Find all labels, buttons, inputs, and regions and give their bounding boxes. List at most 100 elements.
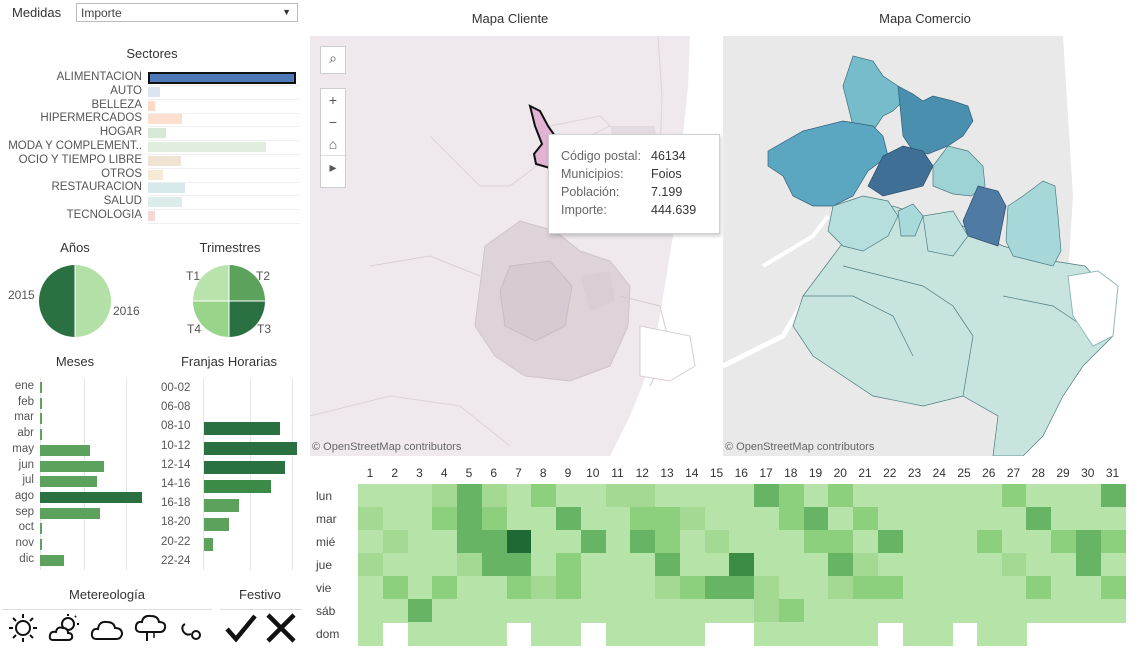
- heatmap-cell[interactable]: [754, 622, 780, 646]
- heatmap-cell[interactable]: [778, 553, 804, 577]
- heatmap-cell[interactable]: [927, 553, 953, 577]
- sector-row[interactable]: MODA Y COMPLEMENT..: [0, 140, 300, 154]
- heatmap-cell[interactable]: [778, 622, 804, 646]
- heatmap-cell[interactable]: [1026, 530, 1052, 554]
- sector-bar[interactable]: [148, 128, 166, 139]
- heatmap-cell[interactable]: [382, 484, 408, 508]
- mes-bar[interactable]: [40, 397, 43, 409]
- osm-attribution-comercio[interactable]: © OpenStreetMap contributors: [725, 441, 875, 453]
- heatmap-cell[interactable]: [729, 576, 755, 600]
- sector-bar[interactable]: [148, 142, 267, 152]
- heatmap-cell[interactable]: [457, 553, 483, 577]
- heatmap-cell[interactable]: [1001, 530, 1027, 554]
- heatmap-cell[interactable]: [432, 507, 458, 531]
- heatmap-cell[interactable]: [481, 622, 507, 646]
- heatmap-cell[interactable]: [531, 576, 557, 600]
- mes-bar[interactable]: [40, 539, 43, 550]
- heatmap-cell[interactable]: [853, 622, 879, 646]
- sun-icon[interactable]: [6, 612, 40, 644]
- heatmap-cell[interactable]: [877, 507, 903, 531]
- heatmap-cell[interactable]: [729, 507, 755, 531]
- sector-bar[interactable]: [148, 155, 181, 166]
- heatmap-cell[interactable]: [630, 484, 656, 508]
- heatmap-cell[interactable]: [531, 599, 557, 623]
- franja-bar[interactable]: [204, 499, 240, 513]
- heatmap-cell[interactable]: [754, 530, 780, 554]
- heatmap-cell[interactable]: [531, 484, 557, 508]
- heatmap-cell[interactable]: [457, 599, 483, 623]
- heatmap-cell[interactable]: [828, 530, 854, 554]
- heatmap-cell[interactable]: [1026, 484, 1052, 508]
- sector-row[interactable]: RESTAURACION: [0, 181, 300, 195]
- heatmap-cell[interactable]: [580, 576, 606, 600]
- heatmap-cell[interactable]: [407, 484, 433, 508]
- heatmap-cell[interactable]: [630, 507, 656, 531]
- heatmap-cell[interactable]: [655, 622, 681, 646]
- heatmap-cell[interactable]: [655, 553, 681, 577]
- heatmap-cell[interactable]: [630, 553, 656, 577]
- franja-bar[interactable]: [204, 422, 281, 436]
- mes-bar[interactable]: [40, 507, 101, 519]
- heatmap-cell[interactable]: [803, 484, 829, 508]
- mapa-cliente[interactable]: [310, 36, 715, 456]
- heatmap-cell[interactable]: [506, 553, 532, 577]
- heatmap-cell[interactable]: [976, 599, 1002, 623]
- heatmap-cell[interactable]: [976, 507, 1002, 531]
- heatmap-cell[interactable]: [828, 622, 854, 646]
- franja-bar[interactable]: [204, 460, 285, 474]
- sector-bar[interactable]: [148, 211, 156, 221]
- heatmap-cell[interactable]: [407, 622, 433, 646]
- heatmap-cell[interactable]: [952, 576, 978, 600]
- heatmap-cell[interactable]: [407, 530, 433, 554]
- heatmap-cell[interactable]: [432, 530, 458, 554]
- sector-row[interactable]: HIPERMERCADOS: [0, 112, 300, 126]
- heatmap-cell[interactable]: [580, 599, 606, 623]
- heatmap-cell[interactable]: [358, 622, 384, 646]
- sector-row[interactable]: OTROS: [0, 168, 300, 182]
- heatmap-cell[interactable]: [952, 599, 978, 623]
- heatmap-cell[interactable]: [655, 484, 681, 508]
- heatmap-cell[interactable]: [556, 622, 582, 646]
- heatmap-cell[interactable]: [531, 507, 557, 531]
- heatmap-cell[interactable]: [1100, 484, 1126, 508]
- heatmap-cell[interactable]: [358, 576, 384, 600]
- heatmap-cell[interactable]: [927, 622, 953, 646]
- heatmap-cell[interactable]: [630, 530, 656, 554]
- heatmap-cell[interactable]: [679, 622, 705, 646]
- heatmap-cell[interactable]: [407, 576, 433, 600]
- heatmap-cell[interactable]: [778, 599, 804, 623]
- heatmap-cell[interactable]: [952, 530, 978, 554]
- heatmap-cell[interactable]: [556, 530, 582, 554]
- heatmap-cell[interactable]: [556, 553, 582, 577]
- sector-bar[interactable]: [148, 183, 185, 194]
- franja-bar[interactable]: [204, 480, 271, 493]
- heatmap-cell[interactable]: [1051, 576, 1077, 600]
- heatmap-cell[interactable]: [358, 507, 384, 531]
- mes-bar[interactable]: [40, 491, 142, 503]
- heatmap-cell[interactable]: [630, 576, 656, 600]
- sector-row[interactable]: BELLEZA: [0, 99, 300, 113]
- heatmap-cell[interactable]: [729, 553, 755, 577]
- franja-bar[interactable]: [204, 441, 297, 455]
- trimestres-pie[interactable]: [192, 264, 266, 338]
- heatmap-cell[interactable]: [605, 484, 631, 508]
- heatmap-cell[interactable]: [729, 484, 755, 508]
- heatmap-cell[interactable]: [481, 484, 507, 508]
- heatmap-cell[interactable]: [457, 622, 483, 646]
- heatmap-cell[interactable]: [729, 530, 755, 554]
- sector-row[interactable]: AUTO: [0, 85, 300, 99]
- heatmap-cell[interactable]: [754, 484, 780, 508]
- heatmap-cell[interactable]: [580, 484, 606, 508]
- heatmap-cell[interactable]: [828, 553, 854, 577]
- heatmap-cell[interactable]: [605, 599, 631, 623]
- heatmap-cell[interactable]: [580, 553, 606, 577]
- heatmap-cell[interactable]: [902, 484, 928, 508]
- heatmap-cell[interactable]: [1026, 553, 1052, 577]
- heatmap-cell[interactable]: [655, 576, 681, 600]
- mes-bar[interactable]: [40, 429, 43, 441]
- heatmap-cell[interactable]: [1075, 507, 1101, 531]
- heatmap-cell[interactable]: [407, 599, 433, 623]
- heatmap-cell[interactable]: [630, 599, 656, 623]
- mes-bar[interactable]: [40, 382, 43, 393]
- heatmap-cell[interactable]: [605, 622, 631, 646]
